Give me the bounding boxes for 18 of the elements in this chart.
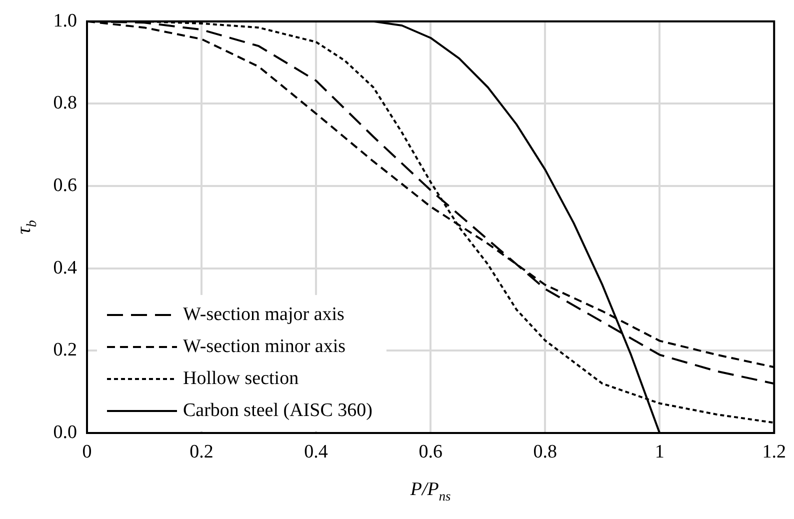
x-tick-label: 0: [82, 441, 92, 462]
x-tick-label: 0.6: [418, 441, 442, 462]
y-axis-title: τb: [13, 220, 40, 234]
legend-label: Carbon steel (AISC 360): [183, 400, 372, 421]
y-tick-label: 0.8: [53, 92, 77, 114]
x-tick-label: 1.2: [762, 441, 786, 462]
y-tick-label: 0.2: [53, 340, 77, 361]
y-tick-label: 0.0: [53, 422, 77, 443]
x-tick-label: 0.8: [533, 441, 557, 462]
y-tick-label: 0.6: [53, 175, 77, 196]
legend-label: W-section minor axis: [183, 336, 346, 357]
y-tick-label: 0.4: [53, 257, 78, 278]
x-tick-label: 0.4: [304, 441, 328, 462]
x-tick-label: 0.2: [190, 441, 214, 462]
legend-label: Hollow section: [183, 368, 300, 389]
y-tick-label: 1.0: [53, 10, 77, 32]
x-tick-label: 1: [654, 441, 664, 462]
legend-label: W-section major axis: [183, 304, 344, 325]
